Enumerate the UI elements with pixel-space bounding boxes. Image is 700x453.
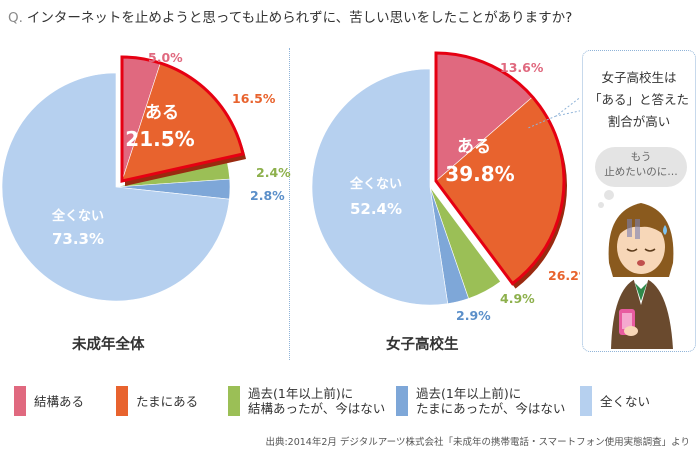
- source-note: 出典:2014年2月 デジタルアーツ株式会社「未成年の携帯電話・スマートフォン使…: [265, 437, 690, 448]
- pie-charts: 5.0% 16.5% 2.4% 2.8% ある 21.5% 全くない 73.3% 13.6% 26…: [1, 50, 580, 323]
- smartphone-screen: [622, 313, 632, 329]
- highlight-value-0: 21.5%: [125, 127, 194, 151]
- sweat-drop-icon: [663, 225, 667, 235]
- pie-label-1-3: 2.9%: [456, 308, 491, 323]
- legend-swatch: [580, 386, 592, 416]
- pie-label-0-3: 2.8%: [250, 188, 285, 203]
- question-prefix: Q.: [8, 10, 23, 26]
- legend-item-past-often: 過去(1年以上前)に 結構あったが、今はない: [228, 384, 385, 418]
- legend-label: たまにある: [136, 393, 199, 409]
- pie-label-1-0: 13.6%: [500, 60, 544, 75]
- legend-label: 全くない: [600, 393, 651, 409]
- pie-group-outline-0: [120, 55, 245, 183]
- question: Q. インターネットを止めようと思っても止められずに、苦しい思いをしたことがありま…: [8, 6, 572, 26]
- thought-text: もう 止めたいのに…: [604, 151, 678, 178]
- never-label-1: 全くない: [349, 176, 402, 192]
- callout-text: 女子高校生は 「ある」と答えた 割合が高い: [588, 70, 689, 129]
- question-text: インターネットを止めようと思っても止められずに、苦しい思いをしたことがありますか…: [26, 10, 573, 26]
- legend: 結構ある たまにある 過去(1年以上前)に 結構あったが、今はない 過去(1年以…: [14, 384, 694, 424]
- pie-slice-0-4: [1, 72, 230, 302]
- pie-group-outline-1: [434, 51, 566, 286]
- legend-item-never: 全くない: [580, 384, 650, 418]
- never-label-0: 全くない: [51, 208, 104, 224]
- legend-item-sometimes: たまにある: [116, 384, 198, 418]
- callout-pointer: [555, 96, 580, 117]
- highlight-label-0: ある: [145, 103, 179, 123]
- legend-swatch: [228, 386, 240, 416]
- girl-gloom-lines: [627, 219, 632, 237]
- callout-leader-line: [527, 115, 557, 129]
- girl-hand: [624, 326, 638, 336]
- callout-box: 女子高校生は 「ある」と答えた 割合が高い もう 止めたいのに…: [582, 50, 696, 352]
- legend-label: 過去(1年以上前)に 結構あったが、今はない: [248, 386, 386, 416]
- girl-ribbon: [635, 283, 647, 301]
- chart-title-high-school-girls: 女子高校生: [386, 337, 459, 353]
- pie-label-0-0: 5.0%: [148, 50, 183, 65]
- girl-eye: [626, 248, 638, 252]
- legend-label: 結構ある: [34, 393, 85, 409]
- pie-label-0-2: 2.4%: [256, 165, 291, 180]
- legend-item-past-sometimes: 過去(1年以上前)に たまにあったが、今はない: [396, 384, 565, 418]
- highlight-label-1: ある: [457, 137, 491, 157]
- girl-mouth: [637, 260, 645, 266]
- pie-label-1-1: 26.2%: [548, 268, 580, 283]
- legend-item-often: 結構ある: [14, 384, 84, 418]
- chart-title-all-minors: 未成年全体: [72, 337, 145, 353]
- pie-label-1-2: 4.9%: [500, 291, 535, 306]
- pie-label-0-1: 16.5%: [232, 91, 276, 106]
- chart-divider: [289, 48, 290, 360]
- legend-swatch: [396, 386, 408, 416]
- girl-eye: [644, 248, 656, 252]
- legend-swatch: [116, 386, 128, 416]
- pie-slice-1-4: [311, 68, 449, 306]
- legend-label: 過去(1年以上前)に たまにあったが、今はない: [416, 386, 566, 416]
- thought-dot: [604, 190, 614, 200]
- thought-bubble: もう 止めたいのに…: [595, 147, 687, 187]
- legend-swatch: [14, 386, 26, 416]
- girl-illustration: [598, 190, 674, 349]
- highlight-value-1: 39.8%: [445, 162, 514, 186]
- thought-dot: [598, 202, 604, 208]
- girl-gloom-lines: [635, 219, 640, 239]
- never-value-1: 52.4%: [350, 200, 402, 218]
- never-value-0: 73.3%: [52, 230, 104, 248]
